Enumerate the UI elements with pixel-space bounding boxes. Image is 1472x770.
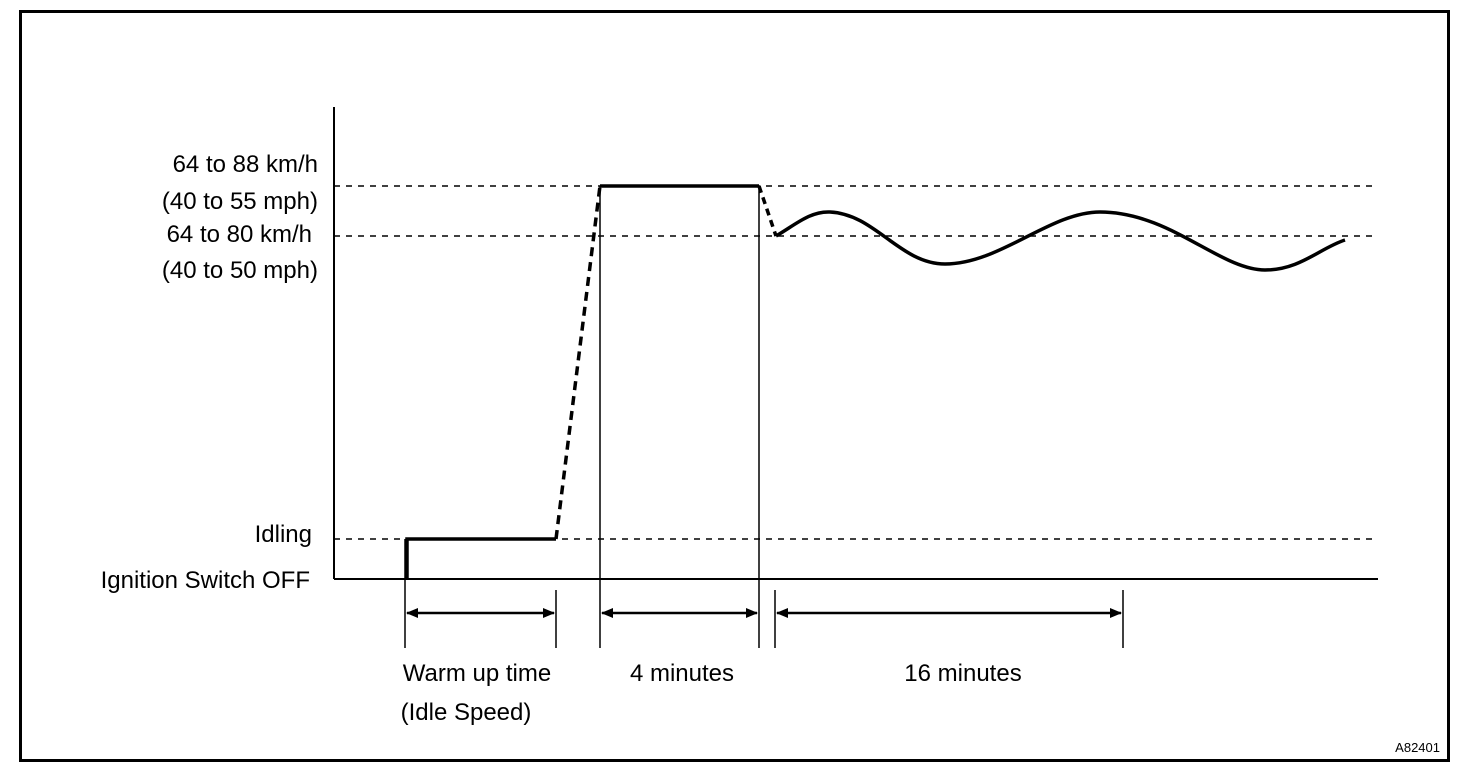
label-speed-high-line2: (40 to 55 mph) [162, 188, 318, 215]
label-speed-high-line1: 64 to 88 km/h [173, 151, 318, 178]
label-warm-up-line2: (Idle Speed) [401, 699, 532, 726]
label-idling: Idling [255, 521, 312, 548]
label-speed-low-line2: (40 to 50 mph) [162, 257, 318, 284]
label-warm-up-line1: Warm up time [403, 660, 551, 687]
figure-code: A82401 [1395, 740, 1440, 755]
label-ignition-off: Ignition Switch OFF [101, 567, 310, 594]
profile-wave-segment [775, 210, 1346, 272]
label-sixteen-minutes: 16 minutes [904, 660, 1021, 687]
label-speed-low-line1: 64 to 80 km/h [167, 221, 312, 248]
profile-acceleration-dashed [554, 185, 602, 540]
diagram-frame [19, 10, 1450, 762]
profile-idling-segment [405, 537, 556, 579]
profile-deceleration-dashed [757, 185, 778, 237]
label-four-minutes: 4 minutes [630, 660, 734, 687]
